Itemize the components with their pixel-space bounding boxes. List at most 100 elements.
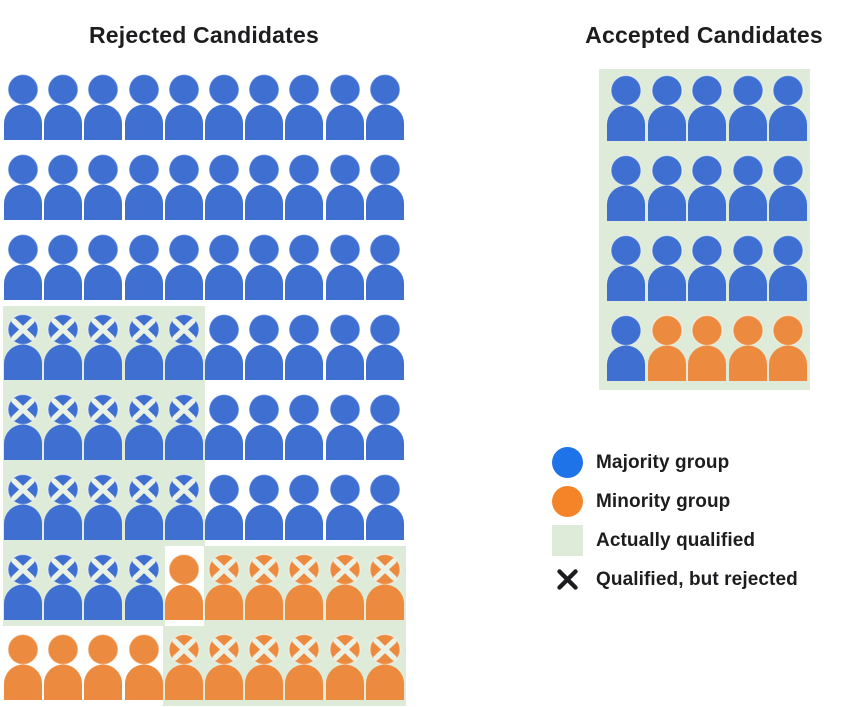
person-majority-qualified-icon — [164, 474, 203, 540]
person-majority-icon — [365, 474, 404, 540]
person-majority-icon — [245, 474, 284, 540]
person-majority-qualified-icon — [4, 554, 42, 620]
person-minority-icon — [44, 634, 83, 700]
person-majority-icon — [688, 235, 726, 301]
person-majority-qualified-icon — [4, 314, 42, 380]
person-majority-qualified-icon — [44, 394, 83, 460]
person-minority-icon — [769, 315, 807, 381]
person-majority-icon — [325, 154, 364, 220]
accepted-panel-title: Accepted Candidates — [585, 22, 823, 48]
person-majority-icon — [647, 75, 686, 141]
person-majority-qualified-icon — [4, 474, 42, 540]
legend-item-rejected-x: Qualified, but rejected — [552, 564, 798, 595]
person-majority-qualified-icon — [84, 554, 123, 620]
person-majority-icon — [124, 154, 163, 220]
minority-circle-icon — [552, 486, 583, 517]
person-majority-icon — [365, 394, 404, 460]
person-minority-qualified-icon — [365, 634, 404, 700]
person-majority-icon — [205, 234, 243, 300]
person-majority-icon — [285, 394, 324, 460]
person-minority-icon — [728, 315, 767, 381]
person-majority-icon — [647, 235, 686, 301]
person-majority-icon — [44, 74, 83, 140]
person-majority-icon — [728, 235, 767, 301]
person-majority-icon — [325, 234, 364, 300]
person-minority-icon — [84, 634, 123, 700]
person-minority-qualified-icon — [285, 634, 324, 700]
person-majority-icon — [4, 74, 42, 140]
person-majority-icon — [365, 314, 404, 380]
person-majority-icon — [84, 74, 123, 140]
person-majority-icon — [285, 154, 324, 220]
person-majority-icon — [285, 474, 324, 540]
person-majority-icon — [325, 394, 364, 460]
person-minority-icon — [124, 634, 163, 700]
person-minority-qualified-icon — [205, 554, 243, 620]
person-majority-icon — [245, 394, 284, 460]
person-majority-icon — [245, 314, 284, 380]
person-majority-qualified-icon — [124, 314, 163, 380]
person-majority-icon — [44, 154, 83, 220]
person-majority-icon — [205, 394, 243, 460]
person-majority-icon — [285, 314, 324, 380]
person-minority-icon — [4, 634, 42, 700]
person-majority-icon — [688, 155, 726, 221]
legend-item-qualified: Actually qualified — [552, 525, 798, 556]
person-majority-icon — [607, 315, 645, 381]
person-majority-qualified-icon — [44, 554, 83, 620]
person-majority-icon — [728, 155, 767, 221]
person-majority-icon — [245, 74, 284, 140]
person-majority-icon — [769, 75, 807, 141]
legend-label-minority: Minority group — [596, 490, 731, 512]
person-majority-icon — [325, 314, 364, 380]
person-minority-qualified-icon — [365, 554, 404, 620]
person-majority-qualified-icon — [44, 314, 83, 380]
person-majority-icon — [607, 75, 645, 141]
majority-circle-icon — [552, 447, 583, 478]
person-majority-qualified-icon — [164, 314, 203, 380]
person-majority-icon — [607, 155, 645, 221]
person-majority-icon — [164, 154, 203, 220]
x-mark-icon — [552, 564, 583, 595]
legend: Majority group Minority group Actually q… — [552, 447, 798, 595]
person-majority-icon — [205, 74, 243, 140]
legend-label-majority: Majority group — [596, 451, 730, 473]
person-minority-qualified-icon — [285, 554, 324, 620]
person-majority-icon — [205, 314, 243, 380]
rejected-panel-title: Rejected Candidates — [88, 22, 320, 48]
person-majority-icon — [688, 75, 726, 141]
person-majority-qualified-icon — [44, 474, 83, 540]
person-majority-icon — [769, 235, 807, 301]
person-majority-icon — [245, 154, 284, 220]
qualified-square-icon — [552, 525, 583, 556]
person-majority-qualified-icon — [164, 394, 203, 460]
person-minority-icon — [164, 554, 203, 620]
person-minority-qualified-icon — [245, 554, 284, 620]
person-majority-icon — [164, 74, 203, 140]
person-majority-icon — [365, 234, 404, 300]
person-majority-icon — [325, 474, 364, 540]
person-minority-qualified-icon — [205, 634, 243, 700]
person-majority-icon — [4, 234, 42, 300]
legend-item-minority: Minority group — [552, 486, 798, 517]
person-majority-icon — [325, 74, 364, 140]
person-minority-icon — [688, 315, 726, 381]
person-majority-icon — [769, 155, 807, 221]
person-majority-icon — [124, 74, 163, 140]
person-majority-icon — [84, 154, 123, 220]
person-majority-icon — [164, 234, 203, 300]
person-majority-icon — [44, 234, 83, 300]
person-majority-qualified-icon — [124, 474, 163, 540]
person-minority-qualified-icon — [164, 634, 203, 700]
person-majority-qualified-icon — [84, 474, 123, 540]
person-minority-qualified-icon — [245, 634, 284, 700]
person-majority-icon — [285, 74, 324, 140]
person-minority-icon — [647, 315, 686, 381]
person-majority-icon — [728, 75, 767, 141]
legend-label-qualified: Actually qualified — [596, 529, 756, 551]
person-majority-icon — [124, 234, 163, 300]
person-majority-icon — [365, 154, 404, 220]
person-majority-icon — [205, 474, 243, 540]
